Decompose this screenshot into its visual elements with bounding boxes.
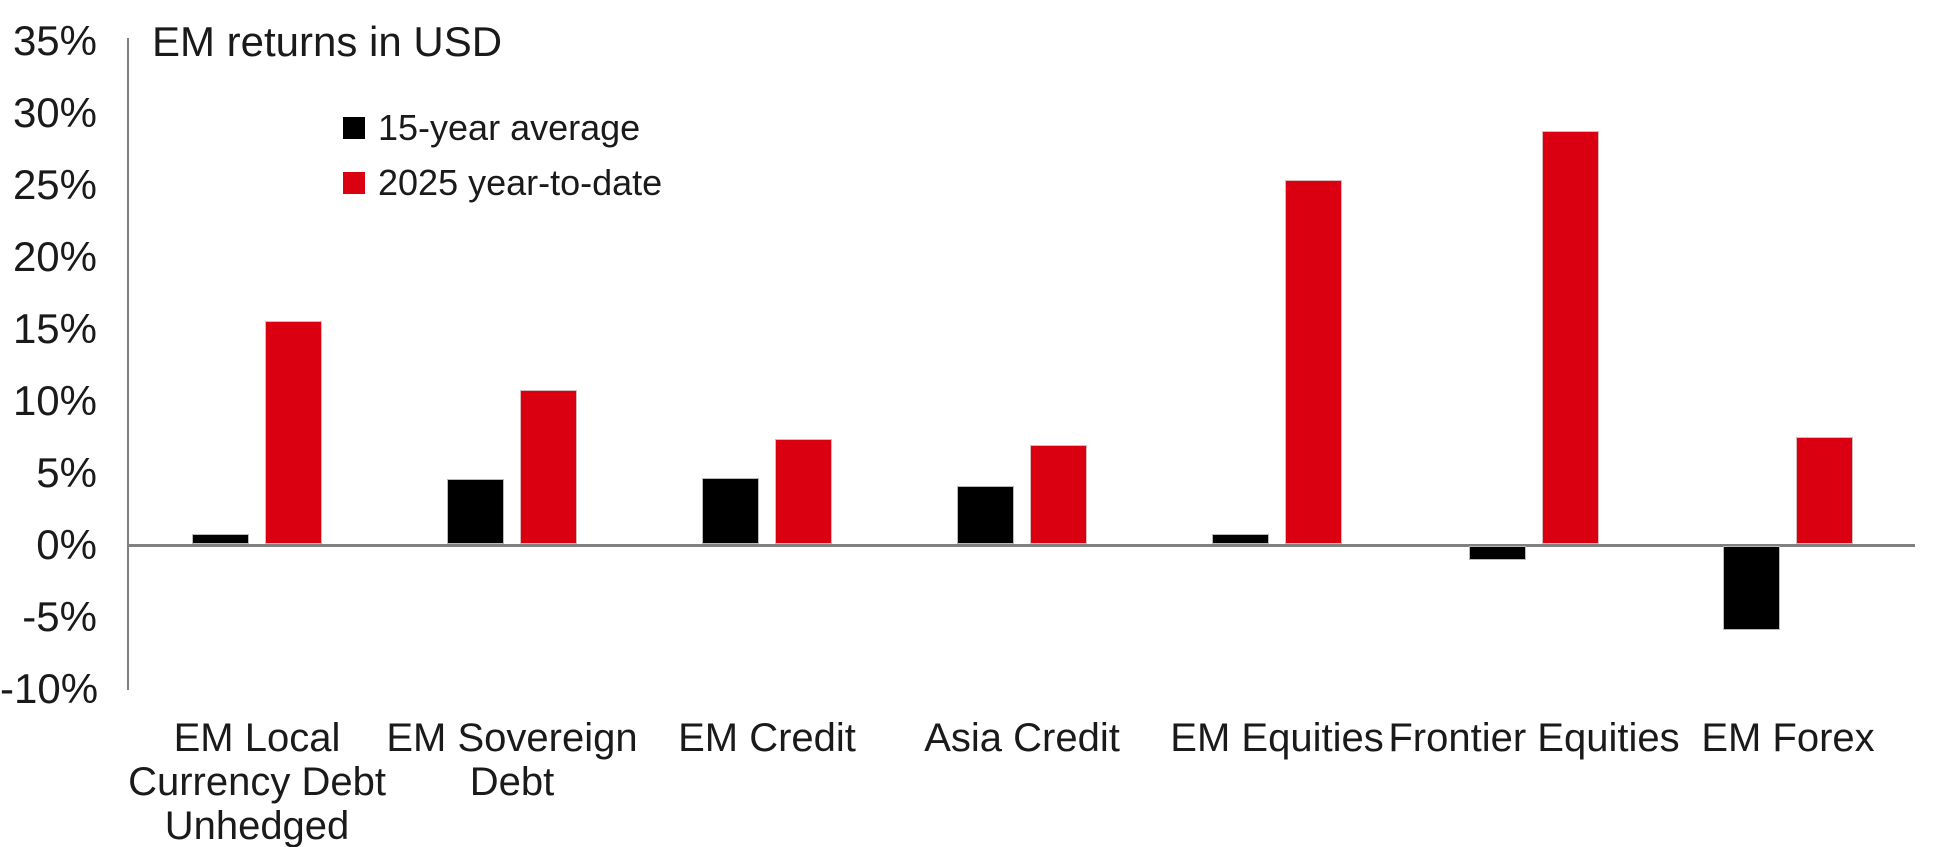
category-label-em-forex: EM Forex <box>1701 716 1875 760</box>
bar-2025-year-to-date-em-equities <box>1285 179 1342 544</box>
bar-15-year-average-em-credit <box>702 477 759 544</box>
y-tick-label-20: 20% <box>12 233 97 280</box>
bar-2025-year-to-date-em-forex <box>1796 437 1853 544</box>
chart-title: EM returns in USD <box>152 18 503 65</box>
legend-item: 15-year average <box>343 106 662 150</box>
y-tick-label-0: 0% <box>36 521 97 568</box>
category-label-em-equities: EM Equities <box>1170 716 1384 760</box>
bar-2025-year-to-date-em-credit <box>775 438 832 544</box>
bar-2025-year-to-date-em-local <box>265 320 322 544</box>
bar-15-year-average-em-local <box>192 533 249 544</box>
legend-swatch-15-year-average <box>343 117 365 139</box>
y-axis-line <box>127 38 129 690</box>
x-axis-zero-line <box>128 544 1915 547</box>
category-label-em-credit: EM Credit <box>678 716 856 760</box>
y-tick-label-10: -10% <box>0 665 99 712</box>
bar-2025-year-to-date-em-sovereign <box>520 389 577 544</box>
bar-15-year-average-em-forex <box>1723 546 1780 631</box>
y-tick-label-30: 30% <box>12 89 97 136</box>
y-tick-label-35: 35% <box>12 17 97 64</box>
category-label-em-sovereign: EM Sovereign Debt <box>386 716 638 804</box>
legend-item: 2025 year-to-date <box>343 161 662 205</box>
y-tick-label-5: 5% <box>36 449 97 496</box>
y-tick-label-5: -5% <box>22 593 97 640</box>
legend-label: 15-year average <box>378 107 641 148</box>
bar-15-year-average-em-equities <box>1212 533 1269 544</box>
y-tick-label-25: 25% <box>12 161 97 208</box>
category-label-asia-credit: Asia Credit <box>924 716 1120 760</box>
bar-15-year-average-asia-credit <box>957 486 1014 544</box>
y-tick-label-10: 10% <box>12 377 97 424</box>
bar-2025-year-to-date-frontier-equities <box>1542 130 1599 544</box>
bar-15-year-average-em-sovereign <box>447 479 504 544</box>
bar-15-year-average-frontier-equities <box>1469 546 1526 560</box>
category-label-em-local: EM Local Currency Debt Unhedged <box>128 716 386 847</box>
category-label-frontier-equities: Frontier Equities <box>1388 716 1680 760</box>
y-tick-label-15: 15% <box>12 305 97 352</box>
legend-label: 2025 year-to-date <box>378 162 663 203</box>
legend: 15-year average 2025 year-to-date <box>343 106 662 205</box>
legend-swatch-2025-year-to-date <box>343 172 365 194</box>
bar-2025-year-to-date-asia-credit <box>1030 444 1087 544</box>
